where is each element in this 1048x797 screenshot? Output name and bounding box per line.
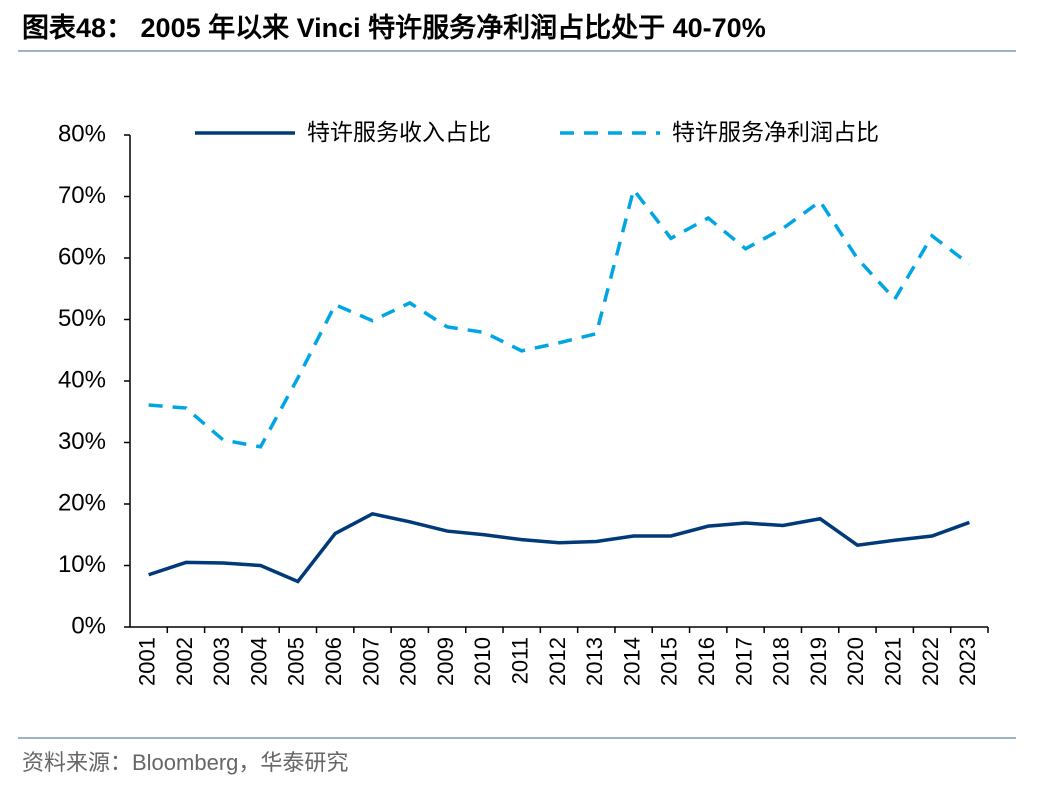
x-tick-label: 2015 (657, 637, 682, 686)
y-tick-label: 80% (58, 120, 106, 147)
y-tick-label: 50% (58, 305, 106, 332)
y-tick-label: 10% (58, 551, 106, 578)
x-tick-label: 2010 (470, 637, 495, 686)
legend-label: 特许服务净利润占比 (672, 119, 879, 145)
x-tick-label: 2021 (881, 637, 906, 686)
x-tick-label: 2016 (694, 637, 719, 686)
source: 资料来源：Bloomberg，华泰研究 (22, 750, 348, 775)
y-tick-label: 70% (58, 182, 106, 209)
x-tick-label: 2009 (433, 637, 458, 686)
legend-label: 特许服务收入占比 (307, 119, 491, 145)
series-line (148, 511, 970, 584)
y-tick-label: 20% (58, 489, 106, 516)
title: 图表48： 2005 年以来 Vinci 特许服务净利润占比处于 40-70% (22, 12, 766, 43)
x-tick-label: 2014 (619, 637, 644, 686)
x-tick-label: 2022 (918, 637, 943, 686)
x-tick-label: 2012 (545, 637, 570, 686)
x-tick-label: 2007 (358, 637, 383, 686)
x-tick-label: 2005 (284, 637, 309, 686)
x-tick-label: 2006 (321, 637, 346, 686)
x-tick-label: 2008 (396, 637, 421, 686)
x-tick-label: 2019 (806, 637, 831, 686)
x-tick-label: 2011 (508, 637, 533, 684)
x-tick-label: 2013 (582, 637, 607, 686)
x-tick-label: 2002 (172, 637, 197, 686)
x-tick-label: 2001 (134, 637, 159, 686)
x-tick-label: 2004 (246, 637, 271, 686)
y-tick-label: 30% (58, 428, 106, 455)
y-tick-label: 0% (71, 612, 106, 639)
x-tick-label: 2017 (731, 637, 756, 686)
series-line (148, 185, 971, 449)
x-tick-label: 2003 (209, 637, 234, 686)
x-tick-label: 2020 (843, 637, 868, 686)
y-tick-label: 40% (58, 366, 106, 393)
x-tick-label: 2023 (955, 637, 980, 686)
x-tick-label: 2018 (769, 637, 794, 686)
y-tick-label: 60% (58, 243, 106, 270)
